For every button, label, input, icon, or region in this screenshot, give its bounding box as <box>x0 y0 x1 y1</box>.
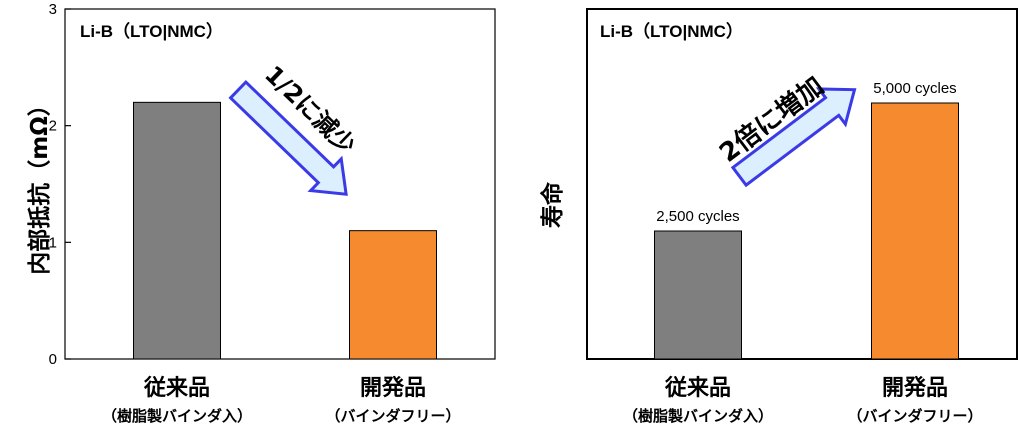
decrease-arrow <box>228 79 348 196</box>
category-sublabel-conventional-right: （樹脂製バインダ入） <box>623 407 773 425</box>
category-sublabel-developed-left: （バインダフリー） <box>325 407 460 425</box>
bar-right-2 <box>871 102 959 360</box>
y-tick-label-left: 0 <box>49 351 57 368</box>
category-sublabel-conventional-left: （樹脂製バインダ入） <box>102 407 252 425</box>
plot-frame-left <box>64 8 496 360</box>
increase-arrow <box>730 87 857 188</box>
data-label-right-2: 5,000 cycles <box>873 80 956 97</box>
y-tick-label-left: 1 <box>49 234 57 251</box>
y-axis-left: 0 1 2 3 <box>49 1 71 368</box>
y-tick-label-left: 2 <box>49 118 57 135</box>
y-axis-label-right: 寿命 <box>539 181 566 228</box>
bars-right: 2,500 cycles 5,000 cycles <box>654 80 959 360</box>
chart-title-right: Li-B（LTO|NMC） <box>600 21 743 41</box>
bar-left-1 <box>133 101 221 360</box>
data-label-right-1: 2,500 cycles <box>656 208 739 225</box>
category-label-developed-right: 開発品 <box>882 376 948 401</box>
bar-right-1 <box>654 230 742 360</box>
chart-title-left: Li-B（LTO|NMC） <box>80 21 223 41</box>
bars-left <box>133 101 437 360</box>
category-label-conventional-left: 従来品 <box>143 375 210 401</box>
category-label-conventional-right: 従来品 <box>664 375 731 401</box>
plot-frame-right <box>586 8 1018 360</box>
bar-left-2 <box>349 230 437 360</box>
y-axis-label-left: 内部抵抗（mΩ） <box>26 93 53 275</box>
category-sublabel-developed-right: （バインダフリー） <box>847 407 982 425</box>
chart-lifetime: Li-B（LTO|NMC） 2,500 cycles 5,000 cycles 寿… <box>539 8 1018 425</box>
category-label-developed-left: 開発品 <box>360 376 426 401</box>
y-tick-label-left: 3 <box>49 1 57 18</box>
